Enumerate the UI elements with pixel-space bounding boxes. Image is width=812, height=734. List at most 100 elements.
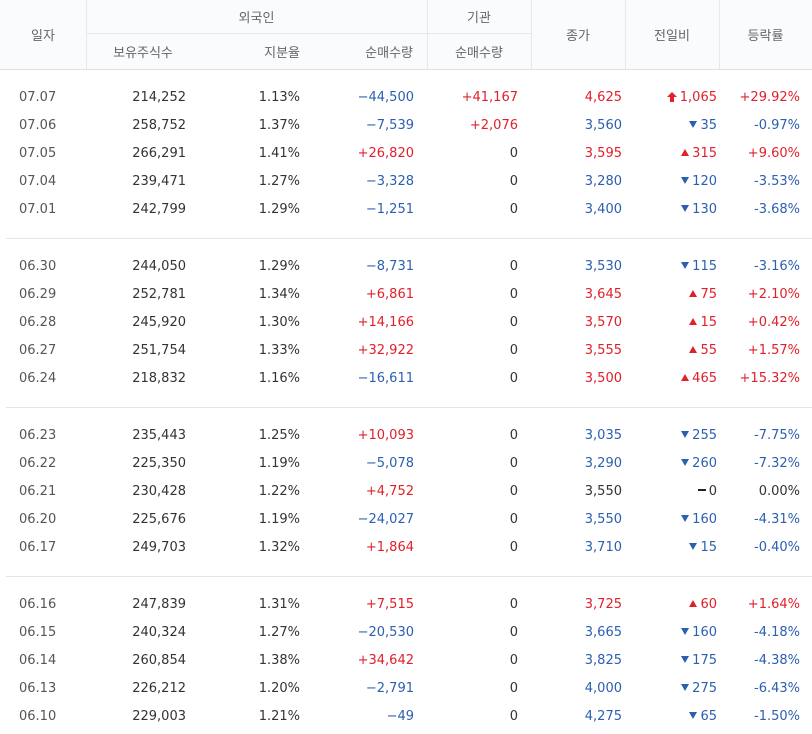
cell-date: 06.23 (19, 428, 57, 443)
cell-rate: -1.50% (754, 709, 800, 724)
cell-foreign-net: −7,539 (365, 118, 414, 133)
cell-change: 55 (689, 337, 717, 365)
cell-share: 1.16% (258, 371, 300, 386)
change-value: 15 (700, 315, 717, 330)
cell-close: 4,275 (584, 709, 622, 724)
cell-rate: +0.42% (747, 315, 800, 330)
cell-close: 3,665 (584, 625, 622, 640)
table-row: 06.14 260,854 1.38% +34,642 0 3,825 175 -4.38% (0, 647, 812, 675)
change-value: 65 (700, 709, 717, 724)
header-share: 지분율 (264, 46, 300, 61)
cell-date: 07.07 (19, 90, 57, 105)
cell-foreign-net: −3,328 (365, 174, 414, 189)
table-row: 06.24 218,832 1.16% −16,611 0 3,500 465 +15.32% (0, 365, 812, 393)
cell-inst-net: 0 (509, 625, 518, 640)
cell-holdings: 225,350 (132, 456, 186, 471)
cell-foreign-net: −5,078 (365, 456, 414, 471)
cell-inst-net: 0 (509, 287, 518, 302)
cell-rate: -3.68% (754, 202, 800, 217)
upper-limit-arrow-icon (666, 91, 677, 102)
header-inst-net: 순매수량 (455, 46, 503, 61)
cell-inst-net: 0 (509, 343, 518, 358)
triangle-down-icon (689, 712, 698, 719)
cell-change: 255 (681, 422, 717, 450)
header-change: 전일비 (654, 29, 690, 44)
triangle-up-icon (689, 600, 698, 607)
change-value: 120 (692, 174, 717, 189)
cell-close: 4,625 (584, 90, 622, 105)
cell-holdings: 266,291 (132, 146, 186, 161)
cell-holdings: 245,920 (132, 315, 186, 330)
table-row: 06.29 252,781 1.34% +6,861 0 3,645 75 +2.10% (0, 281, 812, 309)
cell-rate: +9.60% (747, 146, 800, 161)
cell-change: 275 (681, 675, 717, 703)
cell-holdings: 235,443 (132, 428, 186, 443)
table-row: 06.15 240,324 1.27% −20,530 0 3,665 160 -4.18% (0, 619, 812, 647)
cell-rate: -7.32% (754, 456, 800, 471)
cell-change: 115 (681, 253, 717, 281)
cell-change: 60 (689, 591, 717, 619)
cell-holdings: 239,471 (132, 174, 186, 189)
group-divider (6, 238, 812, 239)
table-row: 06.21 230,428 1.22% +4,752 0 3,550 0 0.00% (0, 478, 812, 506)
cell-holdings: 251,754 (132, 343, 186, 358)
cell-rate: -0.97% (754, 118, 800, 133)
cell-date: 07.04 (19, 174, 57, 189)
cell-rate: -4.31% (754, 512, 800, 527)
triangle-down-icon (681, 656, 690, 663)
cell-close: 4,000 (584, 681, 622, 696)
cell-close: 3,035 (584, 428, 622, 443)
cell-rate: -6.43% (754, 681, 800, 696)
cell-share: 1.21% (258, 709, 300, 724)
cell-change: 15 (689, 309, 717, 337)
cell-foreign-net: +6,861 (365, 287, 414, 302)
cell-foreign-net: −24,027 (357, 512, 414, 527)
header-institution: 기관 (467, 11, 491, 26)
cell-rate: -4.18% (754, 625, 800, 640)
cell-inst-net: 0 (509, 681, 518, 696)
cell-share: 1.32% (258, 540, 300, 555)
change-value: 35 (700, 118, 717, 133)
cell-holdings: 229,003 (132, 709, 186, 724)
triangle-up-icon (689, 290, 698, 297)
change-value: 315 (692, 146, 717, 161)
cell-foreign-net: +34,642 (357, 653, 414, 668)
triangle-down-icon (681, 431, 690, 438)
cell-rate: -7.75% (754, 428, 800, 443)
cell-share: 1.13% (258, 90, 300, 105)
table-row: 06.23 235,443 1.25% +10,093 0 3,035 255 -7.75% (0, 422, 812, 450)
cell-holdings: 240,324 (132, 625, 186, 640)
cell-rate: 0.00% (758, 484, 800, 499)
cell-foreign-net: −1,251 (365, 202, 414, 217)
cell-inst-net: 0 (509, 540, 518, 555)
cell-close: 3,725 (584, 597, 622, 612)
cell-date: 06.30 (19, 259, 57, 274)
cell-holdings: 258,752 (132, 118, 186, 133)
cell-share: 1.27% (258, 174, 300, 189)
cell-change: 120 (681, 168, 717, 196)
cell-foreign-net: −16,611 (357, 371, 414, 386)
cell-date: 06.20 (19, 512, 57, 527)
cell-close: 3,280 (584, 174, 622, 189)
triangle-down-icon (689, 543, 698, 550)
cell-date: 07.06 (19, 118, 57, 133)
cell-inst-net: 0 (509, 428, 518, 443)
cell-date: 06.24 (19, 371, 57, 386)
cell-date: 06.17 (19, 540, 57, 555)
table-row: 06.16 247,839 1.31% +7,515 0 3,725 60 +1.64% (0, 591, 812, 619)
cell-holdings: 249,703 (132, 540, 186, 555)
header-date: 일자 (31, 29, 55, 44)
change-value: 255 (692, 428, 717, 443)
cell-close: 3,560 (584, 118, 622, 133)
cell-share: 1.33% (258, 343, 300, 358)
cell-share: 1.22% (258, 484, 300, 499)
cell-holdings: 252,781 (132, 287, 186, 302)
triangle-up-icon (689, 318, 698, 325)
cell-change: 315 (681, 140, 717, 168)
cell-date: 06.27 (19, 343, 57, 358)
table-header: 일자 외국인 기관 보유주식수 지분율 순매수량 순매수량 종가 전일비 등락률 (0, 0, 812, 70)
change-value: 160 (692, 625, 717, 640)
cell-date: 07.01 (19, 202, 57, 217)
cell-holdings: 230,428 (132, 484, 186, 499)
